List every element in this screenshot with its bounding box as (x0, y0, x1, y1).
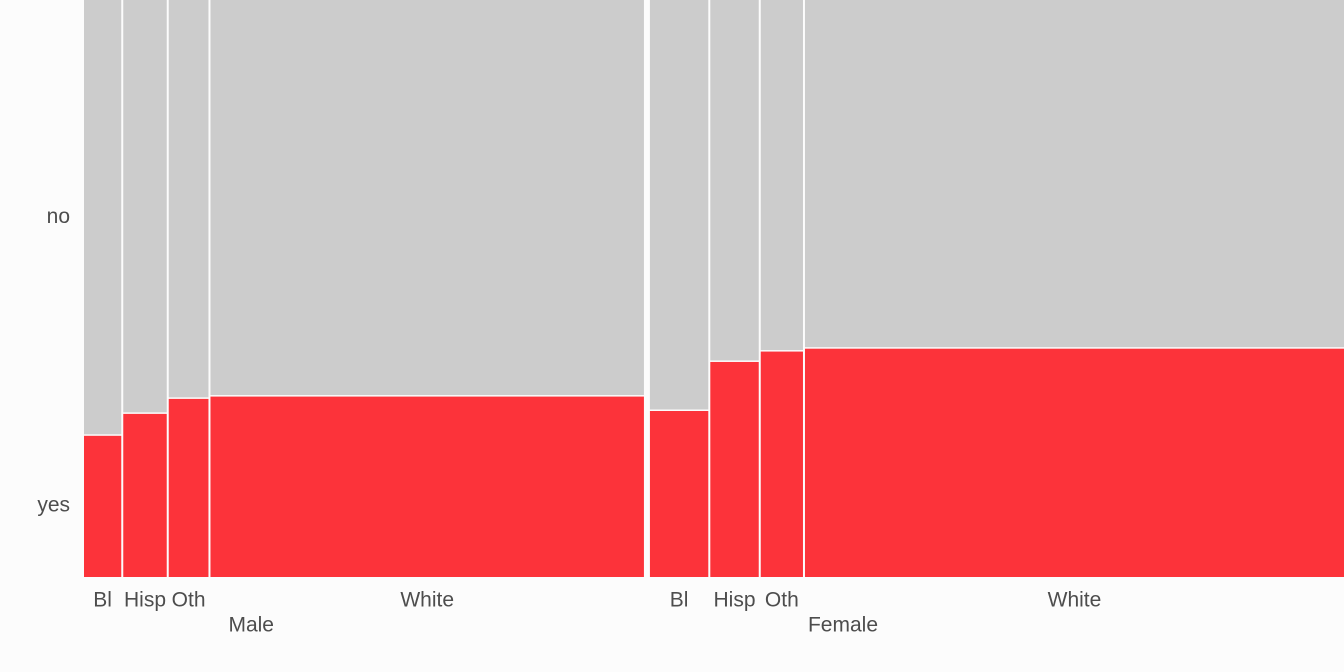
mosaic-tile (168, 398, 209, 577)
mosaic-tile (804, 0, 1344, 348)
mosaic-tile (804, 348, 1344, 577)
mosaic-tile (84, 0, 122, 435)
y-tick-label: yes (37, 494, 70, 517)
group-label: Male (228, 614, 274, 637)
x-tick-label: Bl (93, 589, 112, 612)
x-tick-label: Bl (670, 589, 689, 612)
x-tick-label: White (400, 589, 454, 612)
x-tick-label: Hisp (714, 589, 756, 612)
mosaic-tile (210, 0, 644, 396)
x-tick-label: White (1048, 589, 1102, 612)
mosaic-tile (710, 0, 759, 361)
mosaic-tile (123, 0, 167, 413)
x-tick-label: Hisp (124, 589, 166, 612)
mosaic-tile (710, 361, 759, 577)
x-tick-label: Oth (765, 589, 799, 612)
mosaic-tile (760, 0, 803, 351)
mosaic-tile (123, 413, 167, 577)
mosaic-tile (168, 0, 209, 398)
mosaic-tile (649, 410, 709, 577)
group-label: Female (808, 614, 878, 637)
mosaic-tile (649, 0, 709, 410)
mosaic-tile (84, 435, 122, 577)
mosaic-tile (760, 351, 803, 577)
mosaic-tile (210, 396, 644, 577)
x-tick-label: Oth (172, 589, 206, 612)
y-tick-label: no (47, 205, 70, 228)
